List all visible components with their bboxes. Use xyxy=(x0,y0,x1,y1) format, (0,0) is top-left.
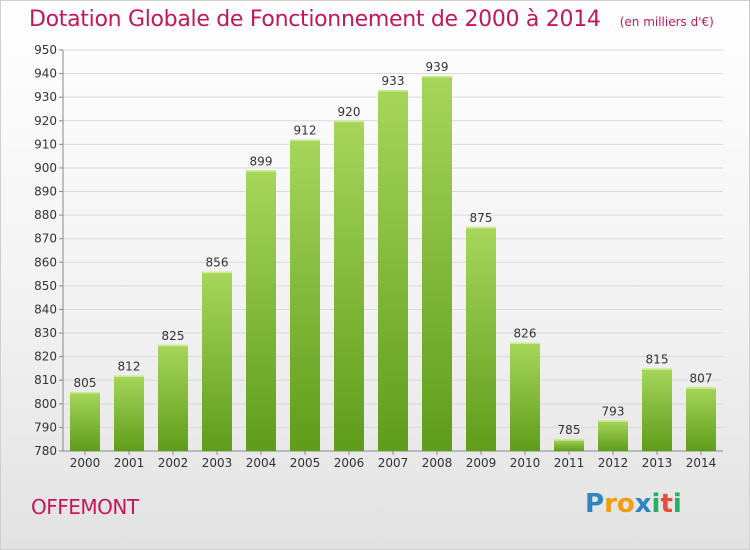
data-label: 807 xyxy=(690,371,713,385)
y-tick-label: 820 xyxy=(34,350,57,364)
bar-2009 xyxy=(466,226,496,451)
bar-2007 xyxy=(378,90,408,451)
chart-title: Dotation Globale de Fonctionnement de 20… xyxy=(29,7,601,32)
x-tick-label: 2007 xyxy=(378,456,409,470)
y-tick-label: 940 xyxy=(34,67,57,81)
logo-letter: i xyxy=(672,489,682,519)
y-tick-label: 790 xyxy=(34,420,57,434)
y-tick-label: 860 xyxy=(34,255,57,269)
data-label: 899 xyxy=(250,154,273,168)
y-tick-label: 780 xyxy=(34,444,57,458)
proxiti-logo: Proxiti xyxy=(585,489,682,519)
x-tick-label: 2012 xyxy=(598,456,629,470)
labels: 780 790 800 810 820 830 840 850 860 870 880 890 900 9… xyxy=(34,43,716,470)
bar-highlight xyxy=(114,375,144,378)
data-label: 856 xyxy=(206,256,229,270)
bar-2000 xyxy=(70,392,100,451)
chart-unit: (en milliers d'€) xyxy=(619,15,714,29)
data-label: 912 xyxy=(294,124,317,138)
bar-highlight xyxy=(466,226,496,229)
y-tick-label: 870 xyxy=(34,232,57,246)
logo-letter: i xyxy=(651,489,661,519)
bar-highlight xyxy=(290,139,320,142)
bar-2010 xyxy=(510,342,540,451)
bars xyxy=(70,75,716,452)
bar-highlight xyxy=(510,342,540,344)
bar-highlight xyxy=(642,368,672,370)
bar-highlight xyxy=(598,420,628,422)
data-label: 793 xyxy=(602,404,625,418)
logo-letter: r xyxy=(604,489,617,519)
bar-2005 xyxy=(290,139,320,451)
bar-highlight xyxy=(334,120,364,123)
data-label: 875 xyxy=(470,211,493,225)
bar-2011 xyxy=(554,439,584,451)
x-tick-label: 2008 xyxy=(422,456,453,470)
logo-letter: t xyxy=(660,489,673,519)
y-tick-label: 800 xyxy=(34,397,57,411)
logo-letter: o xyxy=(616,489,635,519)
bar-highlight xyxy=(202,271,232,274)
bar-2008 xyxy=(422,75,452,452)
x-tick-label: 2006 xyxy=(334,456,365,470)
x-tick-label: 2013 xyxy=(642,456,673,470)
data-label: 815 xyxy=(646,352,669,366)
bar-2002 xyxy=(158,344,188,451)
bar-2006 xyxy=(334,120,364,451)
y-tick-label: 880 xyxy=(34,208,57,222)
bar-highlight xyxy=(554,439,584,441)
title-row: Dotation Globale de Fonctionnement de 20… xyxy=(29,7,714,32)
bar-highlight xyxy=(158,344,188,347)
x-tick-label: 2005 xyxy=(290,456,321,470)
x-tick-label: 2009 xyxy=(466,456,497,470)
data-label: 826 xyxy=(514,326,537,340)
y-tick-label: 900 xyxy=(34,161,57,175)
bar-highlight xyxy=(686,387,716,389)
y-tick-label: 950 xyxy=(34,43,57,57)
y-tick-label: 890 xyxy=(34,185,57,199)
data-label: 805 xyxy=(74,376,97,390)
y-tick-label: 920 xyxy=(34,114,57,128)
data-label: 933 xyxy=(382,74,405,88)
y-tick-label: 910 xyxy=(34,137,57,151)
data-label: 920 xyxy=(338,105,361,119)
x-tick-label: 2003 xyxy=(202,456,233,470)
bar-2012 xyxy=(598,420,628,451)
y-tick-label: 830 xyxy=(34,326,57,340)
y-tick-label: 850 xyxy=(34,279,57,293)
x-tick-label: 2004 xyxy=(246,456,277,470)
bar-2013 xyxy=(642,368,672,451)
x-tick-label: 2002 xyxy=(158,456,189,470)
y-tick-label: 810 xyxy=(34,373,57,387)
bar-highlight xyxy=(70,392,100,394)
bar-highlight xyxy=(378,90,408,92)
commune-name: OFFEMONT xyxy=(31,495,139,519)
x-tick-label: 2001 xyxy=(114,456,145,470)
y-tick-label: 930 xyxy=(34,90,57,104)
bar-2004 xyxy=(246,170,276,452)
data-label: 825 xyxy=(162,329,185,343)
bar-2003 xyxy=(202,271,232,451)
bar-2001 xyxy=(114,375,144,451)
bar-highlight xyxy=(246,170,276,172)
x-tick-label: 2000 xyxy=(70,456,101,470)
data-label: 785 xyxy=(558,423,581,437)
data-label: 939 xyxy=(426,60,449,74)
x-tick-label: 2014 xyxy=(686,456,717,470)
y-tick-label: 840 xyxy=(34,302,57,316)
logo-letter: x xyxy=(634,489,652,519)
x-tick-label: 2011 xyxy=(554,456,585,470)
bar-highlight xyxy=(422,75,452,78)
data-label: 812 xyxy=(118,360,141,374)
bar-2014 xyxy=(686,387,716,451)
x-tick-label: 2010 xyxy=(510,456,541,470)
logo-letter: P xyxy=(585,489,605,519)
